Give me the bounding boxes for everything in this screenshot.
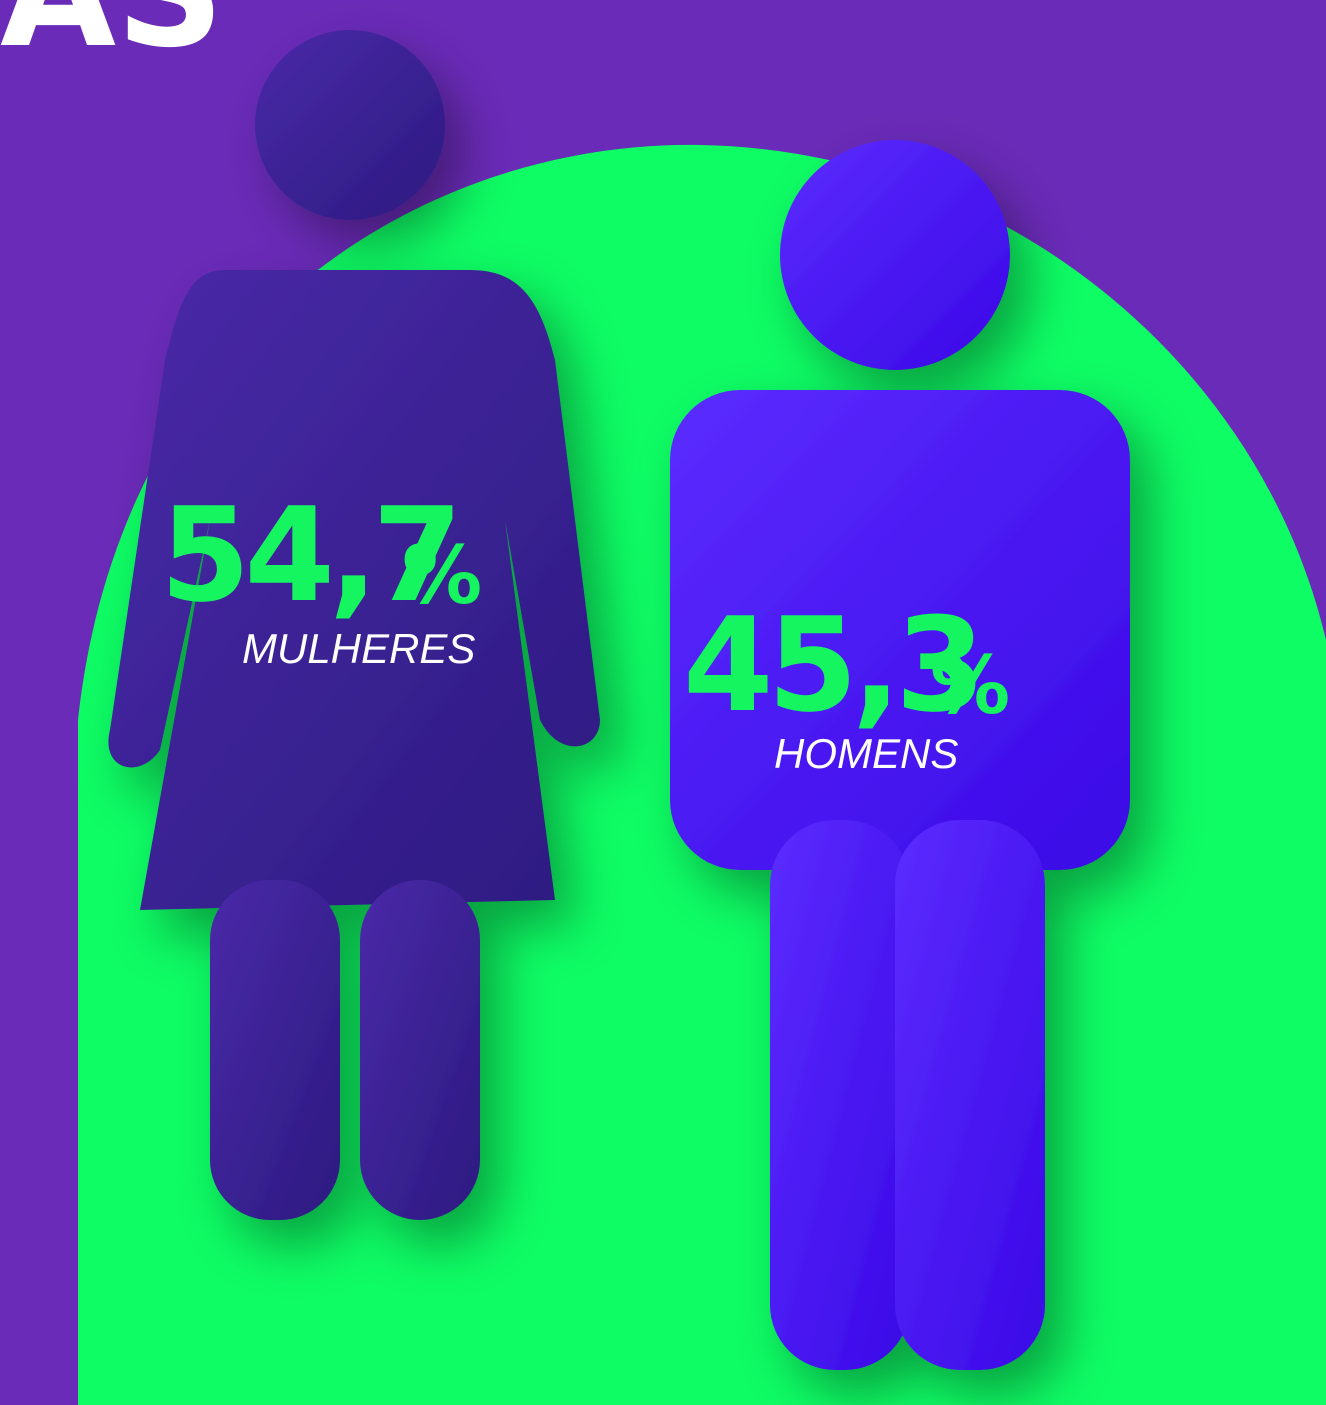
figure-unit: % bbox=[930, 639, 1008, 732]
figure-label: HOMENS bbox=[774, 730, 958, 777]
figure-unit: % bbox=[402, 529, 480, 622]
figure-label: MULHERES bbox=[242, 625, 475, 672]
heading: AS bbox=[0, 0, 224, 81]
page: AS 54,7 % MULHERES 45,3 % HOMENS (() => … bbox=[0, 0, 1326, 1405]
infographic: AS 54,7 % MULHERES 45,3 % HOMENS bbox=[0, 0, 1326, 1405]
